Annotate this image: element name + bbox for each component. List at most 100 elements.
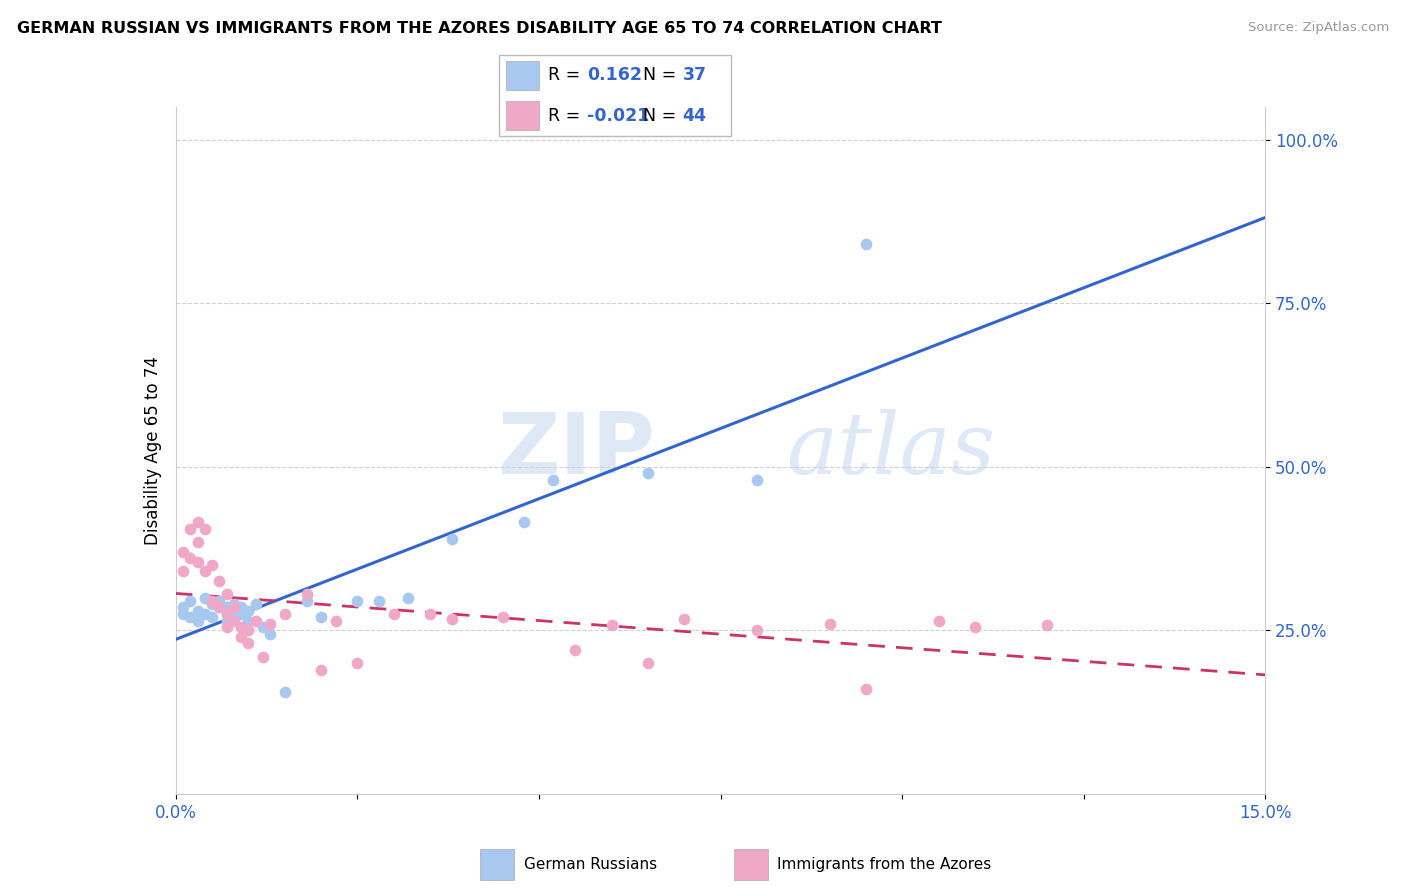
- Point: [492, 610, 515, 624]
- Point: [201, 594, 224, 608]
- Point: [179, 522, 201, 536]
- Point: [215, 600, 238, 615]
- Point: [637, 656, 659, 670]
- Text: N =: N =: [643, 66, 682, 85]
- Point: [201, 597, 224, 611]
- Text: GERMAN RUSSIAN VS IMMIGRANTS FROM THE AZORES DISABILITY AGE 65 TO 74 CORRELATION: GERMAN RUSSIAN VS IMMIGRANTS FROM THE AZ…: [17, 21, 942, 36]
- FancyBboxPatch shape: [506, 101, 538, 130]
- Point: [186, 555, 209, 569]
- Point: [215, 620, 238, 634]
- Point: [745, 624, 768, 638]
- Point: [368, 594, 391, 608]
- Point: [208, 600, 231, 615]
- Point: [179, 594, 201, 608]
- Point: [186, 516, 209, 530]
- Point: [231, 630, 253, 644]
- Point: [172, 565, 194, 579]
- Point: [295, 594, 318, 608]
- Text: Source: ZipAtlas.com: Source: ZipAtlas.com: [1249, 21, 1389, 34]
- Point: [238, 636, 260, 650]
- Point: [201, 558, 224, 572]
- Text: 37: 37: [682, 66, 706, 85]
- Point: [274, 607, 297, 621]
- Point: [222, 600, 245, 615]
- Point: [325, 614, 347, 628]
- Point: [238, 614, 260, 628]
- Point: [201, 610, 224, 624]
- Point: [564, 643, 586, 657]
- Point: [208, 574, 231, 589]
- Point: [194, 522, 217, 536]
- Point: [172, 607, 194, 621]
- Point: [222, 597, 245, 611]
- Point: [186, 535, 209, 549]
- Point: [1036, 618, 1059, 632]
- Point: [274, 685, 297, 699]
- Point: [309, 610, 332, 624]
- Point: [245, 614, 267, 628]
- Point: [208, 594, 231, 608]
- FancyBboxPatch shape: [499, 55, 731, 136]
- Text: 0.162: 0.162: [588, 66, 643, 85]
- Point: [238, 624, 260, 638]
- Point: [637, 467, 659, 481]
- Point: [172, 600, 194, 615]
- Point: [231, 600, 253, 615]
- Point: [179, 610, 201, 624]
- Point: [419, 607, 441, 621]
- Point: [855, 237, 877, 252]
- Point: [600, 618, 623, 632]
- Point: [295, 587, 318, 601]
- Point: [346, 656, 368, 670]
- Point: [513, 516, 536, 530]
- Point: [186, 614, 209, 628]
- Point: [346, 594, 368, 608]
- Point: [194, 591, 217, 605]
- Text: Immigrants from the Azores: Immigrants from the Azores: [778, 857, 991, 871]
- Point: [194, 607, 217, 621]
- Text: atlas: atlas: [786, 409, 995, 491]
- Text: N =: N =: [643, 106, 682, 125]
- Text: -0.021: -0.021: [588, 106, 650, 125]
- Text: R =: R =: [548, 106, 585, 125]
- Point: [215, 614, 238, 628]
- Point: [259, 616, 281, 631]
- Point: [245, 597, 267, 611]
- Point: [194, 565, 217, 579]
- Point: [215, 607, 238, 621]
- Point: [818, 616, 841, 631]
- Point: [172, 545, 194, 559]
- Point: [440, 611, 463, 625]
- Point: [186, 604, 209, 618]
- Point: [222, 614, 245, 628]
- Point: [222, 610, 245, 624]
- Point: [215, 607, 238, 621]
- Point: [238, 604, 260, 618]
- Text: German Russians: German Russians: [523, 857, 657, 871]
- Point: [382, 607, 405, 621]
- Text: R =: R =: [548, 66, 585, 85]
- Point: [928, 614, 950, 628]
- Point: [440, 532, 463, 546]
- Point: [215, 587, 238, 601]
- Point: [963, 620, 986, 634]
- Point: [222, 604, 245, 618]
- Point: [252, 649, 274, 664]
- Point: [309, 663, 332, 677]
- Point: [252, 620, 274, 634]
- Y-axis label: Disability Age 65 to 74: Disability Age 65 to 74: [143, 356, 162, 545]
- Point: [673, 611, 696, 625]
- Point: [231, 607, 253, 621]
- FancyBboxPatch shape: [481, 849, 515, 880]
- Point: [543, 473, 565, 487]
- FancyBboxPatch shape: [734, 849, 768, 880]
- FancyBboxPatch shape: [506, 61, 538, 90]
- Point: [231, 620, 253, 634]
- Text: 44: 44: [682, 106, 706, 125]
- Text: ZIP: ZIP: [498, 409, 655, 492]
- Point: [208, 600, 231, 615]
- Point: [745, 473, 768, 487]
- Point: [179, 551, 201, 566]
- Point: [259, 626, 281, 640]
- Point: [855, 682, 877, 697]
